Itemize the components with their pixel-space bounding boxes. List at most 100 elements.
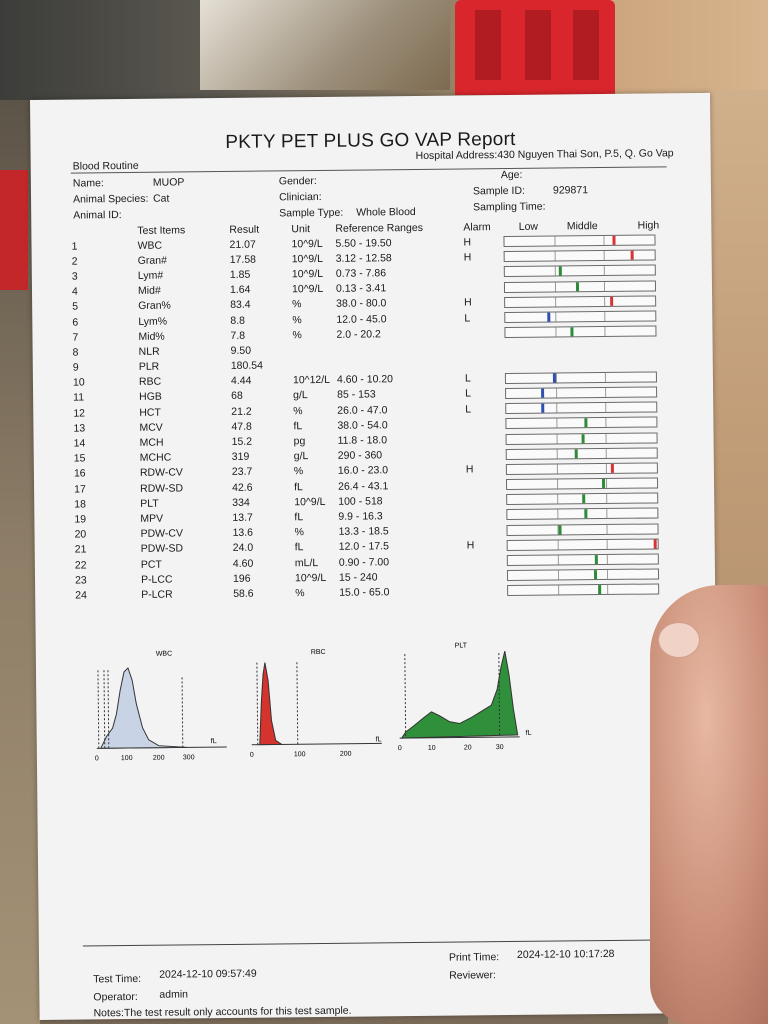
name-value: MUOP <box>152 176 185 189</box>
wbc-marker <box>181 677 184 748</box>
row-test-name: Mid# <box>137 284 161 298</box>
range-zone-divider <box>605 387 607 397</box>
row-test-name: Lym% <box>138 315 168 328</box>
row-scale <box>505 339 673 356</box>
plt-tick: 30 <box>496 744 504 751</box>
range-zone-divider <box>604 296 606 306</box>
row-scale <box>506 490 674 507</box>
range-bar <box>506 553 659 567</box>
range-bar <box>506 492 659 506</box>
range-bar <box>503 264 656 278</box>
row-test-name: NLR <box>138 345 160 358</box>
range-marker <box>630 250 634 260</box>
animal-id-label: Animal ID: <box>73 209 122 222</box>
header-middle: Middle <box>566 219 598 232</box>
range-zone-divider <box>555 403 557 413</box>
section-title: Blood Routine <box>72 159 139 173</box>
row-result: 24.0 <box>232 542 254 555</box>
row-scale <box>505 399 673 416</box>
row-alarm <box>467 553 507 569</box>
row-reference: 0.13 - 3.41 <box>335 282 387 295</box>
range-zone-divider <box>606 509 608 519</box>
row-scale <box>505 430 673 447</box>
range-bar <box>504 295 657 308</box>
row-alarm: H <box>463 251 472 264</box>
range-bar <box>504 310 657 324</box>
range-zone-divider <box>606 555 608 565</box>
footer-divider <box>82 939 695 947</box>
range-marker <box>558 525 562 535</box>
row-number: 23 <box>74 574 87 587</box>
clinician-label: Clinician: <box>278 190 322 204</box>
background-crate <box>200 0 450 90</box>
wbc-tick: 0 <box>95 755 99 762</box>
range-bar <box>505 401 658 415</box>
range-zone-divider <box>603 251 605 261</box>
row-number: 22 <box>74 558 87 572</box>
range-bar <box>506 538 659 551</box>
range-bar <box>505 447 658 460</box>
print-time-value: 2024-12-10 10:17:28 <box>516 947 615 961</box>
header-low: Low <box>518 220 539 233</box>
row-reference: 26.0 - 47.0 <box>337 403 388 417</box>
row-alarm <box>466 447 506 463</box>
row-number: 9 <box>72 361 79 374</box>
range-zone-divider <box>604 327 606 337</box>
wbc-marker <box>107 670 110 749</box>
row-result: 21.2 <box>231 405 252 418</box>
row-number: 13 <box>73 422 86 435</box>
row-reference: 4.60 - 10.20 <box>336 373 394 387</box>
row-number: 15 <box>73 452 86 465</box>
thumbnail <box>658 622 700 658</box>
reviewer-label: Reviewer: <box>449 969 496 982</box>
hospital-address: Hospital Address:430 Nguyen Thai Son, P.… <box>415 147 674 162</box>
row-reference: 290 - 360 <box>337 449 383 463</box>
row-result: 9.50 <box>230 344 252 357</box>
row-test-name: PLT <box>140 497 159 510</box>
operator-value: admin <box>159 988 189 1001</box>
range-bar <box>505 477 659 491</box>
row-number: 11 <box>73 391 85 405</box>
results-table: Test Items Result Unit Reference Ranges … <box>71 217 675 603</box>
row-result: 1.85 <box>229 268 251 281</box>
row-scale <box>505 445 674 462</box>
row-test-name: P-LCC <box>140 573 173 586</box>
row-result: 7.8 <box>230 329 246 342</box>
range-zone-divider <box>607 585 609 595</box>
row-scale <box>503 263 672 280</box>
row-test-name: MCHC <box>139 451 172 465</box>
range-zone-divider <box>554 251 556 261</box>
row-test-name: RBC <box>138 375 162 389</box>
row-test-name: PCT <box>140 558 162 571</box>
plt-histogram-svg: PLT 0 10 20 30 fL <box>398 642 532 752</box>
row-result: 21.07 <box>229 238 256 251</box>
range-zone-divider <box>606 494 608 504</box>
rbc-histogram: RBC 0 100 200 fL <box>241 641 392 768</box>
row-unit: % <box>294 526 304 539</box>
report-paper: PKTY PET PLUS GO VAP Report Blood Routin… <box>30 92 720 1020</box>
rbc-tick: 0 <box>250 752 254 759</box>
range-marker <box>584 418 588 428</box>
range-marker <box>552 373 556 383</box>
results-body: 1 WBC 21.07 10^9/L 5.50 - 19.50 H 2 Gran# 17.58 1… <box>71 232 675 603</box>
rbc-curve <box>259 662 284 746</box>
range-marker <box>547 312 551 322</box>
row-scale <box>504 293 672 310</box>
row-unit: % <box>293 404 303 417</box>
row-unit: % <box>295 587 305 600</box>
sample-type-label: Sample Type: <box>279 206 344 220</box>
row-number: 3 <box>71 270 78 283</box>
chair-slot <box>525 10 551 80</box>
row-unit: % <box>293 465 304 478</box>
row-alarm <box>464 264 504 280</box>
wbc-tick: 300 <box>183 754 195 761</box>
species-value: Cat <box>152 192 170 205</box>
range-bar <box>506 523 659 536</box>
row-test-name: PLR <box>138 360 160 373</box>
wbc-tick: 200 <box>153 755 165 762</box>
chair-slot <box>573 10 599 80</box>
wbc-histogram-label: WBC <box>156 651 172 658</box>
row-unit: 10^9/L <box>294 571 327 584</box>
row-test-name: MPV <box>140 512 164 525</box>
range-zone-divider <box>556 479 558 489</box>
